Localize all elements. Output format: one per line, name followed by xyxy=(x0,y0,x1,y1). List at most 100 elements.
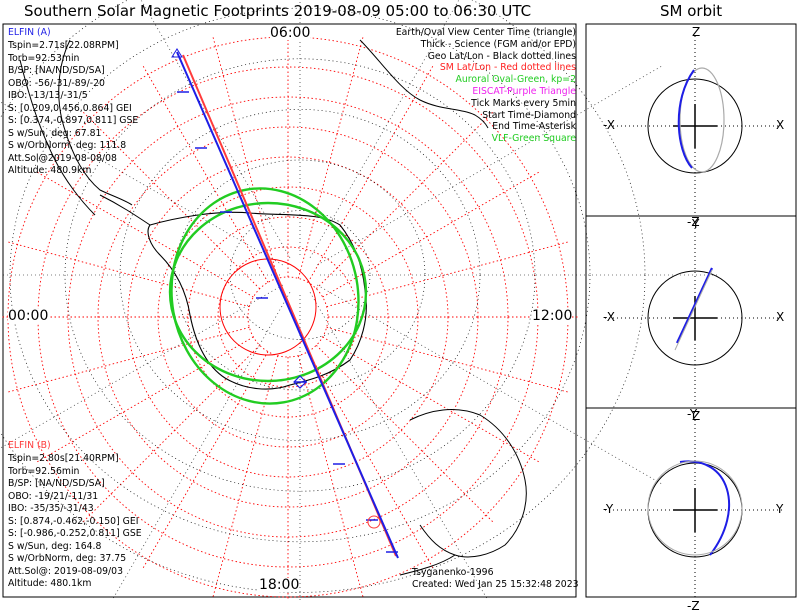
legend-entry: Tick Marks every 5min xyxy=(471,97,576,109)
legend-entry: Earth/Oval View Center Time (triangle) xyxy=(395,27,576,38)
orbit-axis-bottom: -Y xyxy=(687,407,698,421)
elfin-a-line: OBO: -56/-31/-89/-20 xyxy=(8,77,105,89)
sm-lon-line xyxy=(82,111,261,290)
mlt-label-right: 12:00 xyxy=(532,308,573,324)
legend-entry: VLF-Green Square xyxy=(491,133,576,145)
elfin-b-line: S: [0.874,-0.462,-0.150] GEI xyxy=(8,515,139,527)
sm-lon-line xyxy=(212,36,279,279)
geo-lon-line xyxy=(0,101,283,266)
elfin-a-line: S w/Sun, deg: 67.81 xyxy=(8,127,102,139)
geo-lon-line xyxy=(104,292,291,613)
geo-lon-line xyxy=(309,292,496,613)
elfin-a-track xyxy=(176,51,399,559)
model-label: Tsyganenko-1996 xyxy=(412,567,494,578)
sm-lon-line xyxy=(307,65,434,283)
legend-entry: Thick - Science (FGM and/or EPD) xyxy=(420,38,576,50)
elfin-a-center-triangle xyxy=(293,375,307,389)
elfin-b-line: Altitude: 480.1km xyxy=(8,578,92,589)
legend-entry: EISCAT-Purple Triangle xyxy=(472,86,576,97)
geo-lat-circle xyxy=(119,109,481,441)
orbit-a-trace xyxy=(676,267,713,344)
elfin-a-line: S w/OrbNorm, deg: 111.8 xyxy=(8,140,127,151)
elfin-b-line: S w/Sun, deg: 164.8 xyxy=(8,540,102,552)
elfin-a-start-marker xyxy=(171,48,183,58)
elfin-a-line: Torb=92.53min xyxy=(8,52,80,64)
mlt-label-bottom: 18:00 xyxy=(259,577,300,593)
map-frame xyxy=(2,23,577,598)
sm-lat-circle xyxy=(247,276,329,358)
orbit-a-trace xyxy=(677,69,695,169)
new-zealand-outline xyxy=(399,554,456,576)
elfin-b-line: IBO: -35/35/-31/43 xyxy=(8,503,94,514)
orbit-axis-top: Z xyxy=(692,25,701,39)
sm-lon-line xyxy=(7,326,250,393)
elfin-a-line: IBO: -13/13/-31/5 xyxy=(8,90,88,101)
elfin-b-line: Att.Sol@: 2019-08-09/03 xyxy=(8,565,123,577)
sm-lon-line xyxy=(322,336,540,463)
mlt-label-left: 00:00 xyxy=(8,308,49,324)
sm-lon-line xyxy=(326,241,569,308)
south-america-coast xyxy=(19,59,96,216)
elfin-a-line: B/SP: [NA/ND/SD/SA] xyxy=(8,65,105,76)
elfin-b-end-marker xyxy=(367,515,381,529)
auroral-oval-inner xyxy=(168,201,368,383)
sm-lon-line xyxy=(142,65,269,283)
sm-lon-line xyxy=(322,171,540,298)
elfin-b-line: S: [-0.986,-0.252,0.811] GSE xyxy=(8,528,142,539)
elfin-a-line: Att.Sol@2019-08-08/08 xyxy=(8,152,117,164)
sm-lon-line xyxy=(36,336,254,463)
legend-entry: Auroral Oval-Green, kp=2 xyxy=(455,74,576,86)
orbit-axis-top: Y xyxy=(692,217,700,231)
legend-entry: End Time-Asterisk xyxy=(492,121,576,133)
orbit-axis-right: Y xyxy=(776,502,784,516)
orbit-axis-top: Z xyxy=(692,409,701,423)
sm-lon-line xyxy=(82,344,261,523)
peninsula-outline xyxy=(99,194,151,226)
auroral-oval-outer xyxy=(170,187,360,405)
elfin-a-name: ELFIN (A) xyxy=(8,27,51,38)
orbit-axis-left: -X xyxy=(603,310,615,324)
sm-lon-line xyxy=(307,351,434,569)
elfin-a-line: S: [0.374,-0.897,0.811] GSE xyxy=(8,115,139,126)
orbit-axis-right: X xyxy=(776,118,785,132)
elfin-b-line: S w/OrbNorm, deg: 37.75 xyxy=(8,553,127,564)
sm-lat-circle xyxy=(97,126,479,508)
orbit-title: SM orbit xyxy=(660,2,723,20)
geo-lon-line xyxy=(0,284,283,449)
orbit-axis-bottom: -Z xyxy=(687,215,700,229)
sm-pole-circle xyxy=(219,258,317,356)
mlt-label-top: 06:00 xyxy=(270,25,311,41)
elfin-b-line: B/SP: [NA/ND/SD/SA] xyxy=(8,478,105,489)
elfin-b-line: Tspin=2.80s[21.40RPM] xyxy=(8,453,119,464)
orbit-axis-left: -Y xyxy=(603,502,614,516)
sm-lon-line xyxy=(297,355,364,598)
geo-lat-circle xyxy=(9,7,591,543)
legend-entry: Start Time-Diamond xyxy=(482,109,576,121)
orbit-axis-right: X xyxy=(776,310,785,324)
legend-entry: Geo Lat/Lon - Black dotted lines xyxy=(427,50,576,62)
australia-outline xyxy=(409,409,527,558)
earth-circle xyxy=(647,78,743,174)
elfin-b-line: Torb=92.56min xyxy=(8,465,80,477)
orbit-a-trace xyxy=(679,460,731,556)
sm-lon-line xyxy=(36,171,254,298)
orbit-b-trace xyxy=(647,460,743,556)
earth-circle xyxy=(647,270,743,366)
sm-lon-line xyxy=(315,344,494,523)
geo-lon-line xyxy=(309,0,460,258)
elfin-a-line: Tspin=2.71s[22.08RPM] xyxy=(8,40,119,51)
geo-lon-line xyxy=(140,0,291,258)
legend-entry: SM Lat/Lon - Red dotted lines xyxy=(439,62,576,74)
orbit-b-trace xyxy=(674,269,713,351)
geo-lon-line xyxy=(317,284,664,486)
south-america-outline xyxy=(58,39,133,206)
orbit-axis-bottom: -Z xyxy=(687,599,700,613)
elfin-b-name: ELFIN (B) xyxy=(8,440,51,451)
africa-outline xyxy=(359,39,489,129)
sm-lon-line xyxy=(142,351,269,569)
orbit-b-trace xyxy=(679,67,725,173)
sm-lon-line xyxy=(212,355,279,598)
figure-title: Southern Solar Magnetic Footprints 2019-… xyxy=(24,2,532,20)
